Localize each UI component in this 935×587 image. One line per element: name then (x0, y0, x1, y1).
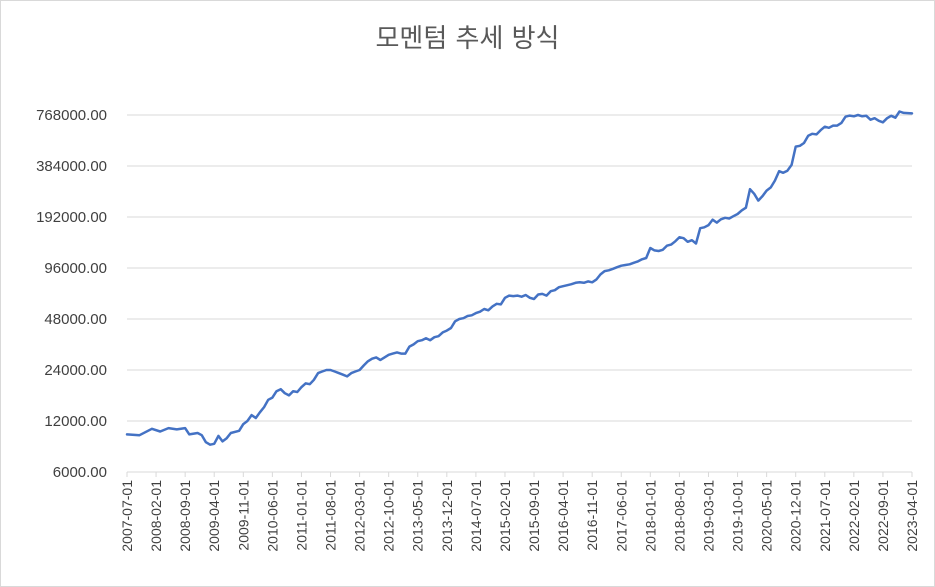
x-tick-label: 2019-10-01 (730, 480, 746, 552)
series-line-0 (127, 112, 912, 445)
x-tick-label: 2021-07-01 (817, 480, 833, 552)
x-tick-label: 2016-04-01 (555, 480, 571, 552)
y-axis: 6000.00 12000.00 24000.00 48000.00 96000.00 1… (36, 107, 107, 481)
x-tick-label: 2013-12-01 (439, 480, 455, 552)
x-tick-label: 2009-11-01 (235, 480, 251, 551)
x-tick-label: 2010-06-01 (264, 480, 280, 552)
y-tick-label: 384000.00 (36, 158, 107, 175)
x-tick-label: 2022-02-01 (846, 480, 862, 552)
x-tick-label: 2009-04-01 (206, 480, 222, 552)
gridlines (127, 115, 912, 472)
y-tick-label: 6000.00 (53, 464, 107, 481)
x-tick-label: 2014-07-01 (468, 480, 484, 552)
series-layer (127, 112, 912, 445)
y-tick-label: 96000.00 (44, 260, 107, 277)
x-tick-label: 2011-08-01 (323, 480, 339, 551)
x-tick-label: 2008-02-01 (148, 480, 164, 552)
x-tick-label: 2015-02-01 (497, 480, 513, 552)
x-tick-label: 2013-05-01 (410, 480, 426, 552)
x-tick-label: 2018-01-01 (642, 480, 658, 552)
x-tick-label: 2007-07-01 (119, 480, 135, 552)
x-axis: 2007-07-01 2008-02-01 2008-09-01 2009-04-01… (119, 472, 920, 552)
x-tick-label: 2011-01-01 (293, 480, 309, 551)
x-tick-label: 2008-09-01 (177, 480, 193, 552)
x-tick-label: 2019-03-01 (700, 480, 716, 552)
y-tick-label: 48000.00 (44, 311, 107, 328)
y-tick-label: 768000.00 (36, 107, 107, 124)
x-tick-label: 2012-10-01 (381, 480, 397, 552)
y-tick-label: 24000.00 (44, 362, 107, 379)
x-tick-label: 2023-04-01 (904, 480, 920, 552)
y-tick-label: 192000.00 (36, 209, 107, 226)
x-tick-label: 2018-08-01 (671, 480, 687, 552)
x-tick-label: 2017-06-01 (613, 480, 629, 552)
x-tick-label: 2016-11-01 (584, 480, 600, 551)
x-tick-label: 2015-09-01 (526, 480, 542, 552)
x-tick-label: 2020-05-01 (759, 480, 775, 552)
y-tick-label: 12000.00 (44, 413, 107, 430)
x-tick-label: 2020-12-01 (788, 480, 804, 552)
x-tick-label: 2012-03-01 (352, 480, 368, 552)
x-tick-label: 2022-09-01 (875, 480, 891, 552)
